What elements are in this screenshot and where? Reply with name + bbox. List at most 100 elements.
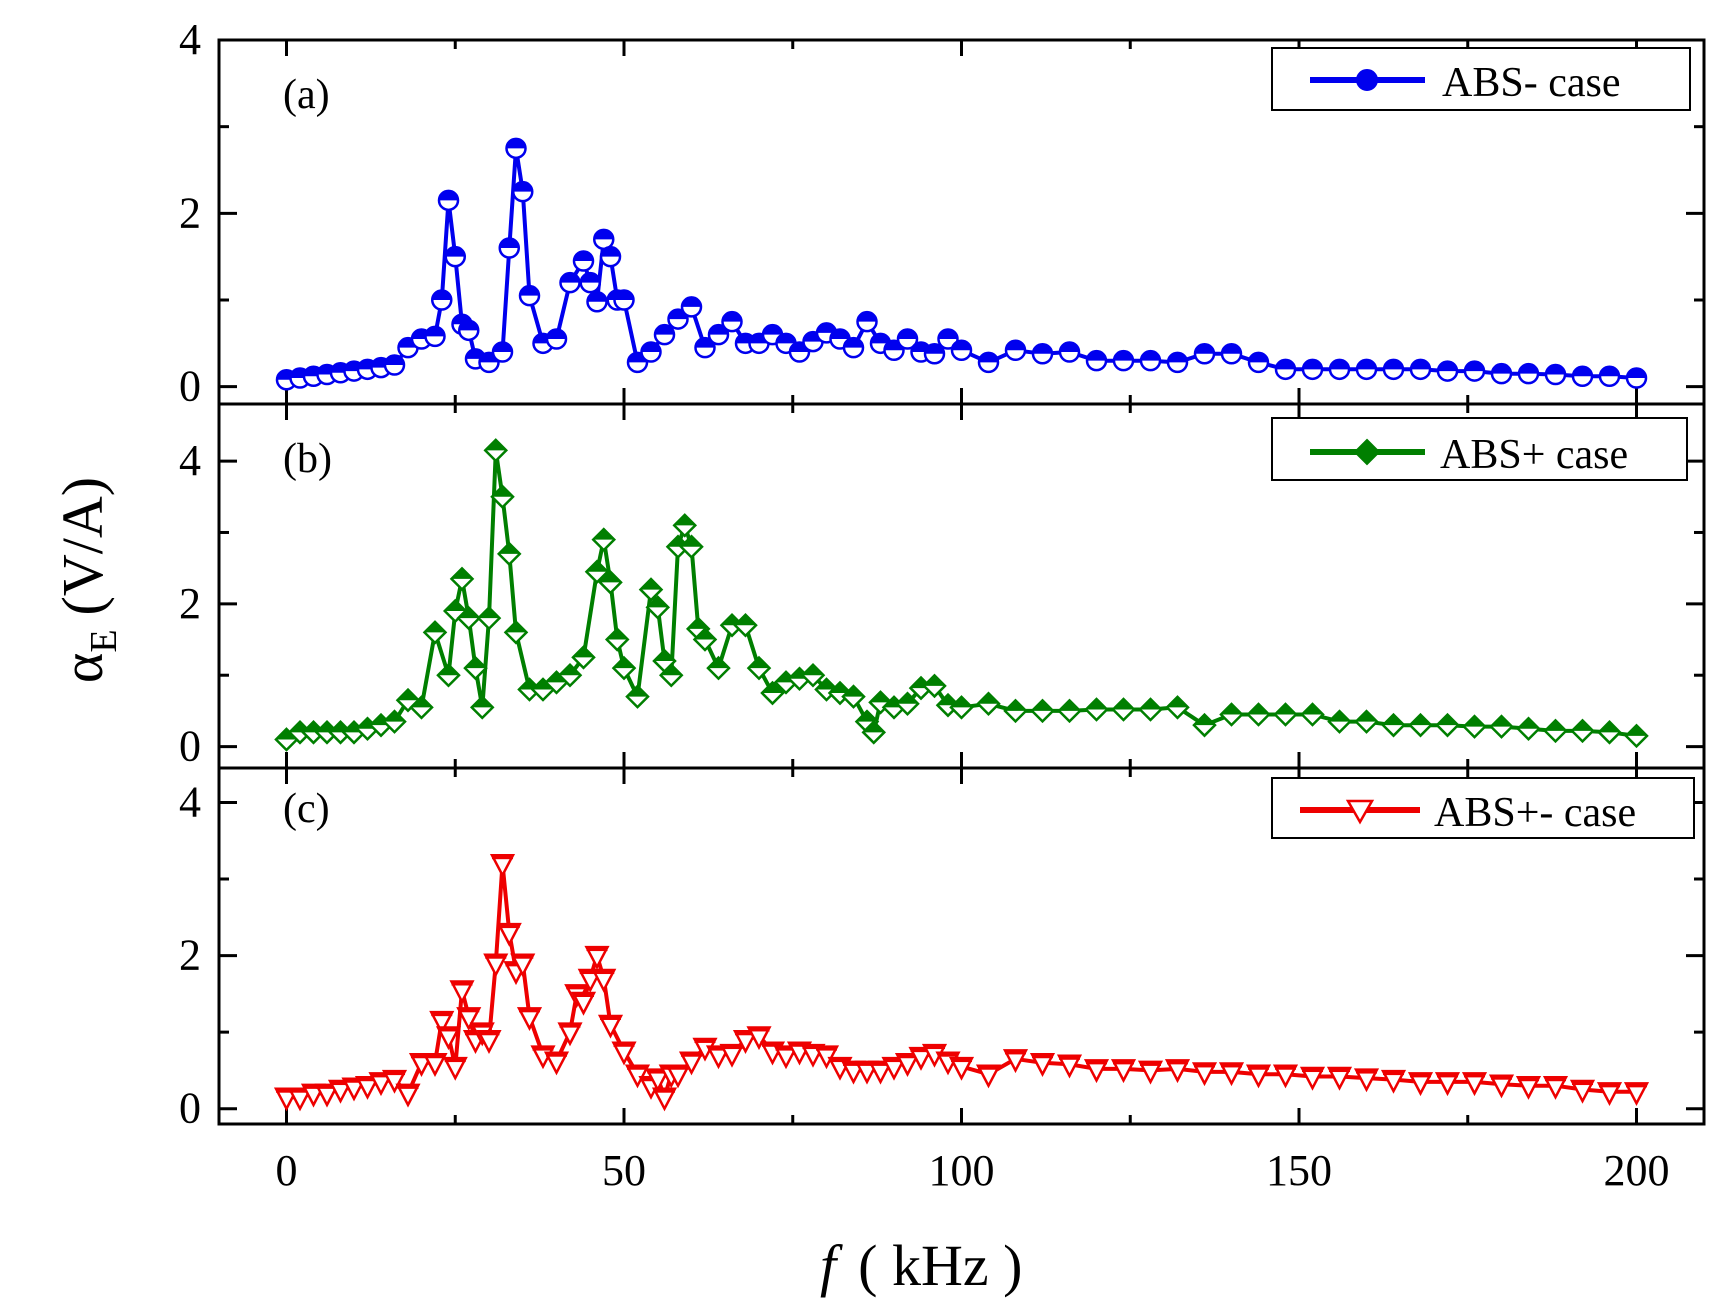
panel-b-data-point bbox=[463, 655, 488, 681]
panel-c-label: (c) bbox=[283, 786, 330, 832]
panel-b-data-point bbox=[733, 612, 758, 638]
panel-a-data-point bbox=[1085, 349, 1108, 372]
panel-c-data-point bbox=[948, 1056, 975, 1081]
panel-a-data-point bbox=[518, 284, 541, 307]
panel-b-data-point bbox=[841, 684, 866, 709]
panel-c-data-point bbox=[591, 968, 617, 993]
panel-c-data-point bbox=[483, 953, 509, 978]
panel-b-data-point bbox=[679, 534, 704, 560]
panel-c-data-point bbox=[1488, 1074, 1515, 1099]
panel-c-data-point bbox=[611, 1041, 637, 1066]
panel-c-data-point bbox=[678, 1051, 705, 1076]
panel-b-data-point bbox=[557, 662, 583, 688]
panel-c-data-point bbox=[1083, 1059, 1110, 1084]
panel-c-data-point bbox=[1380, 1069, 1407, 1094]
panel-b-data-point bbox=[1246, 702, 1271, 727]
panel-b-data-point bbox=[382, 709, 407, 734]
panel-a-data-point bbox=[1274, 358, 1297, 381]
panel-a-data-point bbox=[950, 339, 973, 362]
panel-c-data-point bbox=[1353, 1068, 1380, 1093]
panel-a-data-point bbox=[680, 296, 703, 318]
panel-b-data-point bbox=[1354, 709, 1379, 734]
panel-a-data-point bbox=[856, 310, 878, 333]
panel-a-data-point bbox=[653, 323, 676, 346]
panel-b-data-point bbox=[598, 570, 623, 595]
x-axis-title-unit: ( kHz ) bbox=[858, 1233, 1022, 1298]
panel-b-data-point bbox=[1219, 702, 1244, 727]
panel-c-data-point bbox=[1110, 1059, 1137, 1084]
panel-b-data-point bbox=[456, 605, 482, 631]
panel-c-data-point bbox=[381, 1069, 408, 1094]
panel-c-legend-text: ABS+- case bbox=[1434, 790, 1636, 836]
panel-a-data-point bbox=[505, 137, 527, 160]
panel-b-data-point bbox=[638, 577, 664, 602]
panel-c: 0 2 4 (c) ABS+- case bbox=[179, 766, 1706, 1133]
panel-b-data-point bbox=[1111, 697, 1136, 722]
panel-c-data-point bbox=[746, 1026, 772, 1051]
panel-a-data-point bbox=[586, 290, 608, 313]
panel-a-data-point bbox=[383, 354, 406, 376]
panel-c-data-point bbox=[1623, 1082, 1650, 1107]
panel-a-data-point bbox=[1409, 358, 1432, 381]
panel-a-data-point bbox=[599, 245, 622, 268]
panel-c-data-point bbox=[732, 1030, 759, 1054]
x-tick-label-4: 200 bbox=[1604, 1146, 1670, 1195]
panel-b-data-point bbox=[692, 627, 718, 652]
panel-a-data-point bbox=[572, 250, 595, 272]
panel-a-data-point bbox=[512, 180, 534, 203]
panel-a-data-point bbox=[1247, 351, 1270, 374]
panel-a-data-point bbox=[579, 271, 601, 294]
panel-a-data-point bbox=[1490, 362, 1513, 385]
panel-a-data-point bbox=[1436, 360, 1459, 382]
panel-a-data-point bbox=[896, 328, 919, 350]
panel-a: 0 2 4 (a) ABS- case bbox=[179, 15, 1706, 411]
panel-a-data-point bbox=[1058, 341, 1081, 363]
panel-b-data-point bbox=[503, 620, 529, 645]
panel-a-data-point bbox=[1112, 349, 1135, 372]
panel-c-data-point bbox=[422, 1053, 448, 1077]
panel-c-data-point bbox=[354, 1075, 381, 1100]
panel-c-data-point bbox=[442, 1056, 468, 1081]
panel-b-data-point bbox=[611, 655, 637, 681]
panel-b-data-point bbox=[658, 662, 684, 688]
panel-c-data-point bbox=[1569, 1079, 1596, 1104]
panel-b-data-point bbox=[1138, 697, 1163, 722]
panel-b-data-point bbox=[571, 645, 596, 670]
panel-a-data-point bbox=[593, 228, 615, 251]
panel-a-data-point bbox=[977, 351, 1000, 374]
panel-c-data-point bbox=[1596, 1082, 1623, 1107]
panel-a-data-point bbox=[431, 289, 453, 311]
panel-b-data-point bbox=[895, 691, 920, 717]
panel-b-ytick-label-1: 2 bbox=[179, 579, 201, 628]
panel-c-data-point bbox=[395, 1083, 421, 1108]
panel-b-data-point bbox=[436, 662, 461, 688]
panel-c-data-point bbox=[1542, 1075, 1569, 1100]
y-axis-title-subscript: E bbox=[83, 629, 125, 652]
panel-c-plot-area: 0 2 4 bbox=[179, 768, 1704, 1133]
panel-b-data-point bbox=[800, 662, 826, 688]
panel-b-data-point bbox=[672, 513, 698, 538]
panel-a-data-point bbox=[1220, 342, 1243, 365]
panel-a-data-point bbox=[694, 336, 716, 359]
panel-b-ytick-label-0: 0 bbox=[179, 722, 201, 771]
panel-b-data-point bbox=[706, 655, 731, 681]
panel-b-data-point bbox=[496, 541, 522, 567]
panel-a-data-point bbox=[1355, 358, 1378, 381]
panel-a-data-point bbox=[1031, 342, 1054, 365]
panel-a-data-point bbox=[458, 319, 480, 342]
panel-b-data-point bbox=[746, 655, 772, 681]
panel-b-data-point bbox=[645, 595, 671, 620]
panel-c-data-point bbox=[773, 1045, 799, 1070]
panel-c-data-point bbox=[1137, 1060, 1164, 1085]
panel-a-data-point bbox=[667, 308, 689, 330]
x-tick-label-3: 150 bbox=[1266, 1146, 1332, 1195]
panel-a-data-point bbox=[444, 245, 466, 268]
panel-a-ytick-label-1: 2 bbox=[179, 188, 201, 237]
y-axis-title-unit: (V/A) bbox=[50, 477, 115, 616]
panel-a-data-point bbox=[491, 341, 514, 363]
panel-c-legend: ABS+- case bbox=[1271, 777, 1695, 839]
x-tick-label-1: 50 bbox=[602, 1146, 646, 1195]
panel-a-data-point bbox=[545, 328, 568, 350]
panel-c-ytick-label-0: 0 bbox=[179, 1084, 201, 1133]
panel-b-data-point bbox=[409, 695, 434, 720]
